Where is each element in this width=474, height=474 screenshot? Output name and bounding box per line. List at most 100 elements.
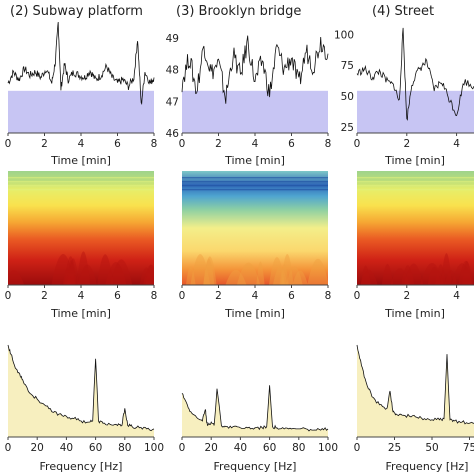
spectrogram-plume [404, 263, 424, 285]
spectrogram-tick-label: 0 [354, 290, 361, 302]
timeseries-y-tick-label: 46 [166, 128, 180, 140]
timeseries-y-tick-label: 100 [334, 29, 354, 41]
spectrogram-stripe [8, 189, 154, 191]
column-title-subway: (2) Subway platform [10, 4, 143, 19]
spectrogram-plume [441, 253, 452, 285]
spectrum-line [356, 344, 474, 425]
spectrogram-tick-label: 8 [325, 290, 332, 302]
spectrogram-texture [182, 177, 328, 285]
spectrogram-plume [67, 258, 79, 285]
x-axis-label-time-row1-col3: Time [min] [384, 154, 445, 167]
x-axis-label-frequency-col2: Frequency [Hz] [214, 460, 297, 473]
spectrogram-plume [143, 264, 154, 285]
spectrum-tick-label: 40 [234, 442, 247, 454]
timeseries-line [181, 35, 329, 104]
spectrogram-stripe [8, 177, 154, 179]
spectrogram-plume [236, 262, 261, 285]
timeseries-tick-label: 8 [325, 138, 332, 150]
spectrogram-plume [8, 270, 25, 285]
spectrogram-plume [203, 258, 215, 285]
spectrogram-plume [64, 256, 78, 285]
spectrum-tick-label: 60 [89, 442, 102, 454]
spectrogram-tick-label: 4 [78, 290, 85, 302]
x-axis-label-time-row2-col2: Time [min] [224, 307, 285, 320]
spectrogram-stripe [8, 185, 154, 187]
spectrogram-plume [390, 268, 410, 285]
spectrogram-plume [110, 259, 133, 285]
timeseries-tick-label: 6 [288, 138, 295, 150]
x-axis-label-time-row2-col3: Time [min] [384, 307, 445, 320]
timeseries-band [8, 90, 154, 133]
spectrogram-plume [435, 264, 447, 285]
spectrogram-plume [145, 264, 154, 285]
spectrogram-tick-label: 2 [215, 290, 222, 302]
spectrogram-stripe [182, 181, 328, 183]
timeseries-band [357, 90, 474, 133]
spectrogram-plume [51, 254, 76, 285]
timeseries-tick-label: 0 [354, 138, 361, 150]
spectrogram-tick-label: 6 [114, 290, 121, 302]
timeseries-tick-label: 2 [403, 138, 410, 150]
spectrogram-plume [225, 269, 247, 285]
timeseries-tick-label: 0 [5, 138, 12, 150]
spectrogram-plume [307, 259, 328, 285]
spectrogram-tick-label: 2 [41, 290, 48, 302]
spectrum-area [182, 385, 328, 437]
spectrogram-texture [357, 177, 474, 285]
spectrogram-tick-label: 0 [179, 290, 186, 302]
timeseries-y-tick-label: 49 [166, 33, 179, 45]
spectrogram-plume [458, 260, 474, 285]
spectrogram-plume [97, 254, 114, 285]
spectrum-tick-label: 80 [292, 442, 305, 454]
spectrogram-stripe [357, 185, 474, 187]
timeseries-tick-label: 4 [78, 138, 85, 150]
spectrum-area [357, 345, 474, 437]
spectrogram-plume [427, 266, 441, 285]
spectrogram-plume [381, 263, 394, 285]
spectrogram-plume [286, 266, 303, 285]
spectrogram-plume [292, 270, 308, 285]
spectrum-tick-label: 40 [60, 442, 73, 454]
timeseries-tick-label: 0 [179, 138, 186, 150]
spectrogram-stripe [357, 181, 474, 183]
x-axis-label-frequency-col1: Frequency [Hz] [40, 460, 123, 473]
spectrogram-stripe [182, 177, 328, 179]
x-axis-label-time-row1-col1: Time [min] [50, 154, 111, 167]
spectrogram-plume [105, 262, 127, 285]
x-axis-label-frequency-col3: Frequency [Hz] [386, 460, 469, 473]
spectrogram-tick-label: 6 [288, 290, 295, 302]
spectrogram-plume [401, 265, 415, 285]
spectrogram-tick-label: 4 [453, 290, 460, 302]
spectrum-tick-label: 0 [179, 442, 186, 454]
spectrogram-plume [360, 265, 371, 285]
spectrum-tick-label: 25 [388, 442, 401, 454]
spectrogram-stripe [8, 181, 154, 183]
spectrogram-tick-label: 2 [403, 290, 410, 302]
spectrogram-plume [279, 264, 289, 285]
spectrogram-plume [185, 265, 196, 285]
spectrogram-stripe [357, 189, 474, 191]
timeseries-y-tick-label: 48 [166, 65, 179, 77]
spectrogram-plume [203, 256, 217, 285]
timeseries-band [182, 90, 328, 133]
timeseries-tick-label: 2 [41, 138, 48, 150]
timeseries-line [7, 21, 155, 105]
timeseries-y-tick-label: 47 [166, 96, 179, 108]
timeseries-tick-label: 4 [453, 138, 460, 150]
spectrum-tick-label: 75 [463, 442, 474, 454]
spectrogram-plume [190, 254, 211, 285]
timeseries-tick-label: 2 [215, 138, 222, 150]
spectrogram-tick-label: 4 [252, 290, 259, 302]
x-axis-label-time-row2-col1: Time [min] [50, 307, 111, 320]
spectrogram-stripe [357, 177, 474, 179]
spectrogram-plume [256, 261, 265, 285]
spectrogram-stripe [182, 189, 328, 191]
spectrogram-plume [77, 264, 98, 285]
timeseries-line [356, 27, 474, 121]
spectrum-line [181, 385, 329, 432]
spectrogram-plume [451, 263, 473, 285]
spectrogram-plume [139, 267, 154, 285]
spectrum-tick-label: 20 [31, 442, 44, 454]
timeseries-tick-label: 6 [114, 138, 121, 150]
spectrum-tick-label: 0 [5, 442, 12, 454]
